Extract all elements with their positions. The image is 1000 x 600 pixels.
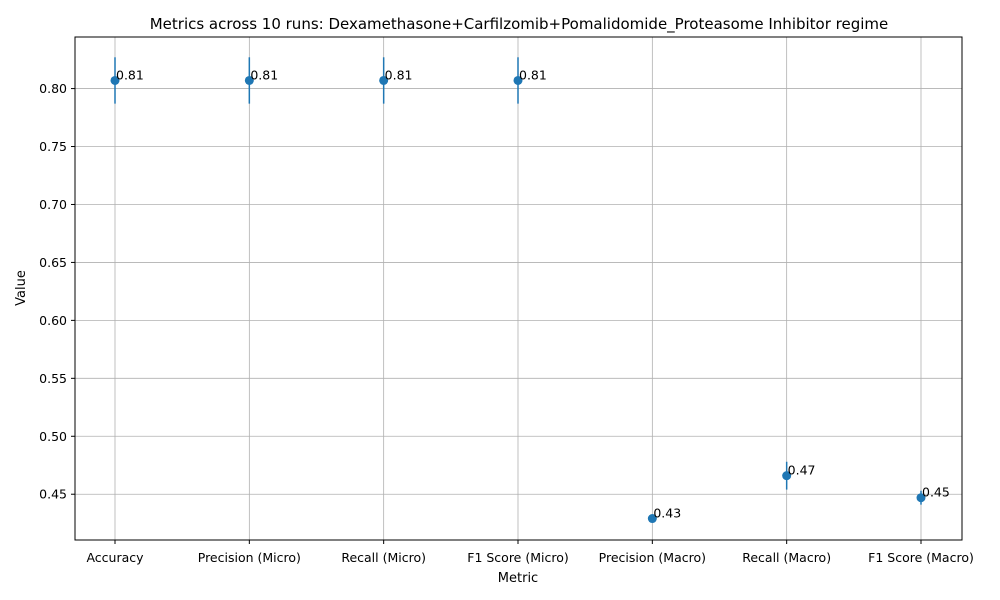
- data-points: [110, 75, 926, 524]
- data-point: [916, 493, 926, 503]
- y-tick-label: 0.65: [39, 255, 67, 270]
- chart-title: Metrics across 10 runs: Dexamethasone+Ca…: [150, 15, 889, 34]
- y-tick-label: 0.50: [39, 429, 67, 444]
- x-tick-label: Accuracy: [86, 550, 144, 565]
- y-tick-label: 0.80: [39, 81, 67, 96]
- x-tick-label: Recall (Macro): [742, 550, 831, 565]
- y-axis-ticks: 0.45 0.50 0.55 0.60 0.65 0.70 0.75 0.80: [39, 81, 75, 502]
- x-tick-label: Precision (Micro): [198, 550, 301, 565]
- data-point: [782, 471, 792, 481]
- data-label: 0.47: [788, 463, 816, 478]
- data-label: 0.43: [653, 506, 681, 521]
- grid: [75, 37, 962, 540]
- data-label: 0.81: [519, 67, 547, 82]
- value-labels: 0.81 0.81 0.81 0.81 0.43 0.47 0.45: [116, 67, 950, 520]
- y-tick-label: 0.45: [39, 487, 67, 502]
- y-tick-label: 0.75: [39, 139, 67, 154]
- y-tick-label: 0.60: [39, 313, 67, 328]
- data-label: 0.81: [116, 67, 144, 82]
- x-tick-label: Recall (Micro): [341, 550, 426, 565]
- data-label: 0.81: [385, 67, 413, 82]
- data-point: [513, 75, 523, 85]
- data-point: [647, 514, 657, 524]
- y-axis-label: Value: [14, 270, 29, 306]
- x-axis-label: Metric: [498, 571, 538, 586]
- x-tick-label: F1 Score (Macro): [868, 550, 974, 565]
- x-axis-ticks: Accuracy Precision (Micro) Recall (Micro) F…: [86, 540, 974, 565]
- plot-frame: [74, 36, 963, 541]
- x-tick-label: F1 Score (Micro): [467, 550, 569, 565]
- y-tick-label: 0.55: [39, 371, 67, 386]
- x-tick-label: Precision (Macro): [599, 550, 706, 565]
- y-tick-label: 0.70: [39, 197, 67, 212]
- data-point: [244, 75, 254, 85]
- data-label: 0.81: [250, 67, 278, 82]
- data-point: [379, 75, 389, 85]
- data-point: [110, 75, 120, 85]
- data-label: 0.45: [922, 485, 950, 500]
